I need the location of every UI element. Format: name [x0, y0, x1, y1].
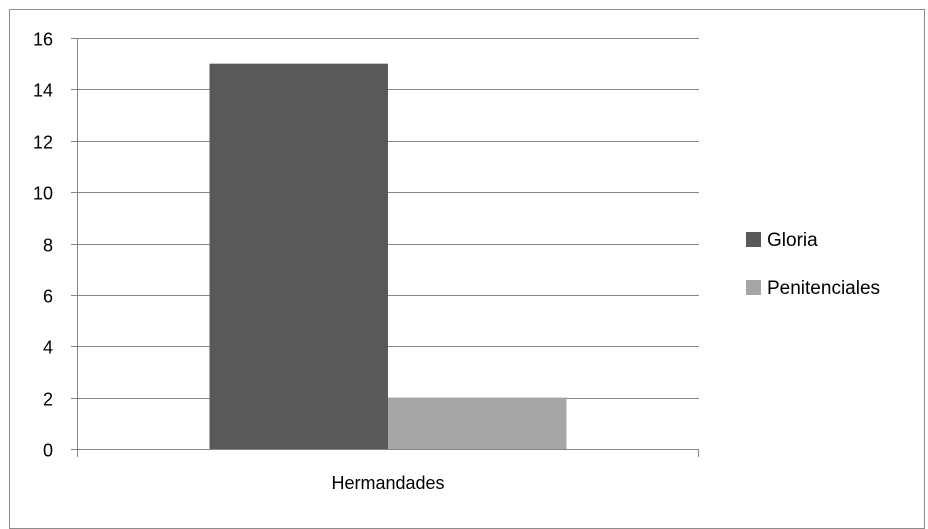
axis-labels: 0 2 4 6 8 10 12 14 16 Hermandades [33, 30, 445, 494]
bar-penitenciales-0 [388, 397, 567, 449]
legend-label-gloria: Gloria [767, 230, 818, 251]
y-tick-label-2: 2 [43, 390, 53, 410]
legend: Gloria Penitenciales [746, 230, 880, 299]
axes [71, 38, 699, 457]
y-tick-label-10: 10 [33, 184, 53, 204]
legend-swatch-gloria [746, 232, 761, 247]
legend-label-penitenciales: Penitenciales [767, 278, 880, 299]
y-tick-label-14: 14 [33, 81, 53, 101]
legend-swatch-penitenciales [746, 280, 761, 295]
x-category-label-0: Hermandades [331, 473, 444, 493]
y-tick-label-12: 12 [33, 133, 53, 153]
bars [209, 63, 567, 449]
y-tick-label-0: 0 [43, 441, 53, 461]
y-tick-label-4: 4 [43, 338, 53, 358]
bar-gloria-0 [209, 63, 388, 449]
y-tick-label-6: 6 [43, 287, 53, 307]
y-tick-label-8: 8 [43, 236, 53, 256]
bar-chart: 0 2 4 6 8 10 12 14 16 Hermandades Gloria Penitenci… [33, 30, 880, 494]
y-tick-label-16: 16 [33, 30, 53, 50]
